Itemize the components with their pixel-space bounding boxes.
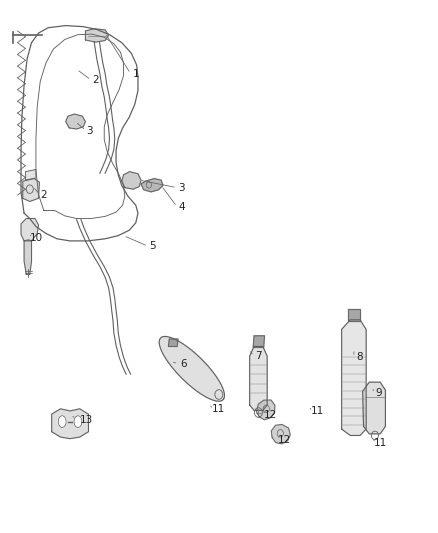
Text: 3: 3 — [178, 183, 185, 192]
Text: 7: 7 — [255, 351, 262, 361]
Polygon shape — [271, 424, 290, 444]
Text: 6: 6 — [180, 359, 187, 368]
Polygon shape — [348, 309, 360, 321]
Ellipse shape — [58, 416, 66, 427]
Text: 11: 11 — [311, 407, 324, 416]
Text: 4: 4 — [178, 202, 185, 212]
Polygon shape — [24, 240, 32, 274]
Text: 3: 3 — [86, 126, 93, 135]
Polygon shape — [250, 346, 267, 410]
Polygon shape — [85, 29, 109, 42]
Text: 12: 12 — [278, 435, 291, 445]
Polygon shape — [256, 400, 275, 420]
Polygon shape — [141, 179, 163, 192]
Text: 1: 1 — [132, 69, 139, 78]
Polygon shape — [52, 409, 88, 439]
Polygon shape — [66, 114, 85, 129]
Polygon shape — [21, 219, 39, 241]
Text: 2: 2 — [92, 75, 99, 85]
Polygon shape — [169, 339, 178, 346]
Polygon shape — [363, 382, 385, 434]
Text: 12: 12 — [264, 410, 277, 419]
Polygon shape — [159, 336, 225, 401]
Text: 11: 11 — [212, 405, 225, 414]
Text: 2: 2 — [40, 190, 47, 200]
Text: 5: 5 — [149, 241, 156, 251]
Text: 10: 10 — [29, 233, 42, 243]
Polygon shape — [25, 169, 36, 180]
Text: 11: 11 — [374, 439, 387, 448]
Polygon shape — [253, 336, 265, 348]
Polygon shape — [23, 179, 39, 201]
Polygon shape — [122, 172, 141, 189]
Text: 9: 9 — [375, 389, 382, 398]
Ellipse shape — [74, 416, 82, 427]
Text: 8: 8 — [356, 352, 363, 362]
Polygon shape — [342, 320, 366, 435]
Text: 13: 13 — [80, 415, 93, 425]
